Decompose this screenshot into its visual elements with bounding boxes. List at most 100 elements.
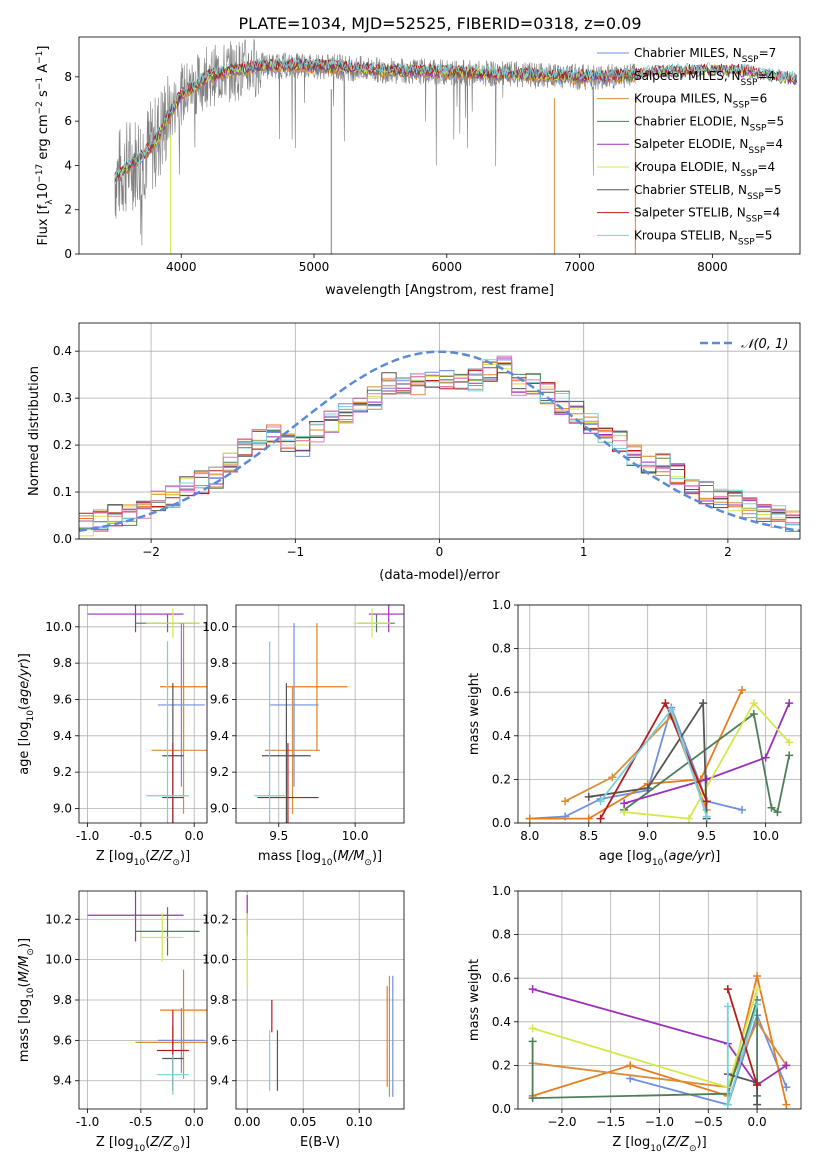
y-tick-label: 10.0 xyxy=(45,620,72,634)
weight-line xyxy=(726,988,758,1086)
label-part: E(B-V) xyxy=(300,1135,340,1150)
x-tick-label: −0.5 xyxy=(694,1115,723,1129)
y-tick-label: 0.4 xyxy=(492,729,511,743)
x-tick-label: -0.5 xyxy=(129,829,152,843)
Z-age-axes-plot-area xyxy=(87,605,207,823)
y-tick-label: 9.4 xyxy=(210,1074,229,1088)
weight-marker xyxy=(761,753,770,762)
y-tick-label: 10.2 xyxy=(45,912,72,926)
legend-entry: Kroupa STELIB, NSSP=5 xyxy=(634,228,772,247)
label-part: ( xyxy=(17,982,32,987)
weight-marker xyxy=(773,808,782,817)
axes-frame xyxy=(78,36,801,255)
x-tick-label: 0.0 xyxy=(185,829,204,843)
legend-entry: Salpeter MILES, NSSP=4 xyxy=(634,69,775,88)
legend-entry: Chabrier STELIB, NSSP=5 xyxy=(634,183,782,202)
Z-weight-axes-plot-area xyxy=(528,972,791,1109)
residuals-axes-plot-area xyxy=(79,350,800,537)
label-part: SSP xyxy=(746,215,763,225)
x-tick-label: −2 xyxy=(142,545,160,559)
age-weight-axes-plot-area xyxy=(525,686,794,823)
label-part: −2 xyxy=(35,101,45,114)
label-part: 10 xyxy=(321,858,333,868)
weight-marker xyxy=(684,814,693,823)
mass-age-axes: 9.5 10.0 9.0 9.2 9.4 9.6 9.8 10.0 mass [log10(M/… xyxy=(202,604,405,868)
label-part: SSP xyxy=(738,237,755,247)
weight-marker xyxy=(702,797,711,806)
x-tick-label: −1 xyxy=(286,545,304,559)
label-part: age [log xyxy=(599,849,652,864)
weight-marker xyxy=(753,985,762,994)
weight-line xyxy=(588,700,708,819)
weight-marker xyxy=(785,699,794,708)
x-axis-label: age [log10(age/yr)] xyxy=(599,849,721,868)
y-tick-label: 9.2 xyxy=(210,765,229,779)
x-tick-label: 8.5 xyxy=(579,829,598,843)
weight-line xyxy=(532,988,758,1089)
label-part: 10 xyxy=(650,1144,662,1154)
label-part: s xyxy=(36,90,51,101)
x-tick-label: 0.0 xyxy=(185,1115,204,1129)
weight-line xyxy=(531,999,758,1100)
weight-marker xyxy=(738,805,747,814)
x-tick-label: 7000 xyxy=(564,260,595,274)
label-part: ( xyxy=(663,849,668,864)
y-tick-label: 8 xyxy=(64,70,72,84)
y-tick-label: 6 xyxy=(64,114,72,128)
label-part: Z/Z xyxy=(149,849,173,864)
y-tick-label: 0.0 xyxy=(53,532,72,546)
label-part: age/yr xyxy=(668,849,711,864)
figure-title: PLATE=1034, MJD=52525, FIBERID=0318, z=0… xyxy=(238,14,641,33)
label-part: mass [log xyxy=(258,849,321,864)
y-tick-label: 9.8 xyxy=(53,993,72,1007)
label-part: Flux [f xyxy=(36,204,51,245)
label-part: Kroupa ELODIE, N xyxy=(634,160,741,174)
weight-marker xyxy=(702,775,711,784)
label-part: SSP xyxy=(750,123,767,133)
label-part: ( xyxy=(17,705,32,710)
label-part: 10 xyxy=(26,987,36,999)
x-tick-label: -0.5 xyxy=(129,1115,152,1129)
y-tick-label: 9.8 xyxy=(53,656,72,670)
weight-marker xyxy=(620,799,629,808)
legend-entry: Chabrier ELODIE, NSSP=5 xyxy=(634,114,784,133)
weight-marker xyxy=(626,1061,635,1070)
y-tick-label: 0.8 xyxy=(492,928,511,942)
weight-marker xyxy=(723,985,732,994)
y-tick-label: 0.8 xyxy=(492,642,511,656)
weight-marker xyxy=(643,784,652,793)
weight-marker xyxy=(782,1100,791,1109)
label-part: ( xyxy=(145,849,150,864)
x-axis-label: Z [log10(Z/Z⊙)] xyxy=(96,1135,190,1154)
label-part: age/yr xyxy=(17,662,32,705)
y-tick-label: 10.0 xyxy=(202,953,229,967)
weight-marker xyxy=(702,812,711,821)
x-tick-label: 8.0 xyxy=(520,829,539,843)
label-part: Chabrier ELODIE, N xyxy=(634,114,750,128)
y-axis-label: mass weight xyxy=(467,673,482,755)
label-part: =5 xyxy=(766,114,784,128)
weight-marker xyxy=(723,1100,732,1109)
weight-marker xyxy=(561,797,570,806)
y-tick-label: 0.4 xyxy=(492,1015,511,1029)
label-part: Z [log xyxy=(96,849,134,864)
weight-marker xyxy=(528,1037,537,1046)
label-part: M/M xyxy=(338,849,365,864)
Z-mass-axes: -1.0 -0.5 0.09.49.69.810.010.2Z [log10(Z/Z… xyxy=(17,890,208,1154)
label-part: )] xyxy=(17,653,32,663)
weight-marker xyxy=(528,1024,537,1033)
y-tick-label: 0.6 xyxy=(492,685,511,699)
x-axis-label: Z [log10(Z/Z⊙)] xyxy=(96,849,190,868)
label-part: ( xyxy=(145,1135,150,1150)
weight-marker xyxy=(782,1083,791,1092)
model-spectrum xyxy=(114,57,798,178)
label-part: SSP xyxy=(741,169,758,179)
x-tick-label: 5000 xyxy=(299,260,330,274)
x-tick-label: 4000 xyxy=(166,260,197,274)
label-part: ⊙ xyxy=(26,948,36,956)
label-part: ( xyxy=(662,1135,667,1150)
weight-marker xyxy=(753,1100,762,1109)
x-tick-label: −2.0 xyxy=(547,1115,576,1129)
residuals-axes: −2 −1 0 1 2 0.0 0.1 0.2 0.3 0.4 𝒩(0, 1) (data-model… xyxy=(27,322,801,583)
